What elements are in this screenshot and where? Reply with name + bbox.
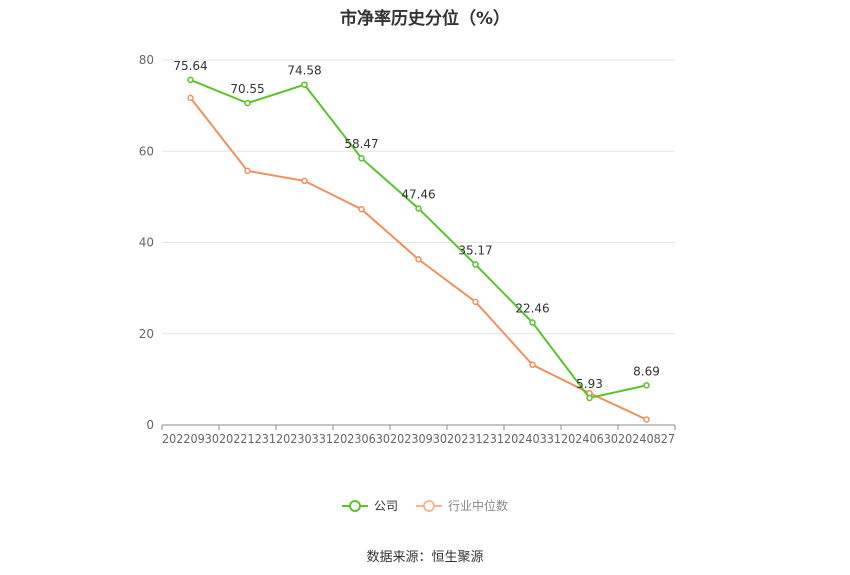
series-line-0 [190,78,647,400]
x-tick-label-1: 20221231 [219,432,276,446]
series-1-point-0 [187,94,194,102]
series-1-point-8 [643,416,650,423]
y-tick-label-1: 20 [139,327,154,341]
series-lines [187,76,650,423]
series-0-point-6 [529,319,536,326]
data-label-4: 47.46 [401,187,435,201]
legend-marker-industry-median [416,499,442,512]
data-label-0: 75.64 [173,59,207,73]
y-tick-label-3: 60 [139,144,154,158]
series-0-point-0 [187,76,194,84]
x-tick-label-5: 20231231 [447,432,504,446]
x-axis: 20220930 20221231 20230331 20230630 20230930… [161,424,676,446]
x-tick-label-2: 20230331 [276,432,333,446]
legend-item-company[interactable]: 公司 [341,497,398,514]
data-label-5: 35.17 [458,244,492,258]
legend-label-industry-median: 行业中位数 [448,499,509,513]
x-tick-label-3: 20230630 [333,432,390,446]
x-tick-label-6: 20240331 [504,432,561,446]
y-tick-label-4: 80 [139,53,154,67]
y-axis-ticks: 0 20 40 60 80 [139,53,154,432]
series-0-point-3 [358,154,365,162]
x-tick-label-0: 20220930 [162,432,219,446]
legend: 公司 行业中位数 [0,497,850,514]
data-label-7: 5.93 [576,377,603,391]
line-chart: 0 20 40 60 80 20220930 20221231 20230331 202306… [139,53,676,446]
series-0-point-1 [244,99,251,107]
data-label-6: 22.46 [515,302,549,316]
series-1-point-2 [301,177,308,185]
series-0-point-4 [415,205,422,212]
series-1-point-1 [244,167,251,175]
series-0-point-8 [643,382,650,389]
x-tick-label-4: 20230930 [390,432,447,446]
series-0-point-5 [472,261,479,268]
chart-title: 市净率历史分位（%） [339,9,511,29]
x-tick-label-8: 20240827 [618,432,675,446]
legend-marker-company [341,499,368,512]
y-tick-label-0: 0 [146,418,154,432]
legend-label-company: 公司 [373,499,398,513]
data-label-1: 70.55 [230,82,264,96]
series-0-point-2 [301,81,308,88]
x-tick-label-7: 20240630 [561,432,618,446]
series-1-point-3 [358,205,365,213]
data-label-8: 8.69 [633,364,660,378]
y-tick-label-2: 40 [139,236,154,250]
legend-item-industry-median[interactable]: 行业中位数 [416,497,508,514]
source-note: 数据来源：恒生聚源 [366,550,484,565]
data-labels: 75.64 70.55 74.58 58.47 47.46 35.17 22.46 5.93 8… [173,59,660,391]
series-1-point-5 [472,298,479,306]
series-1-point-4 [415,256,422,263]
grid-lines [162,59,675,335]
data-label-3: 58.47 [344,137,378,151]
series-0-point-7 [586,394,593,402]
series-1-point-6 [529,361,536,369]
data-label-2: 74.58 [287,64,321,78]
